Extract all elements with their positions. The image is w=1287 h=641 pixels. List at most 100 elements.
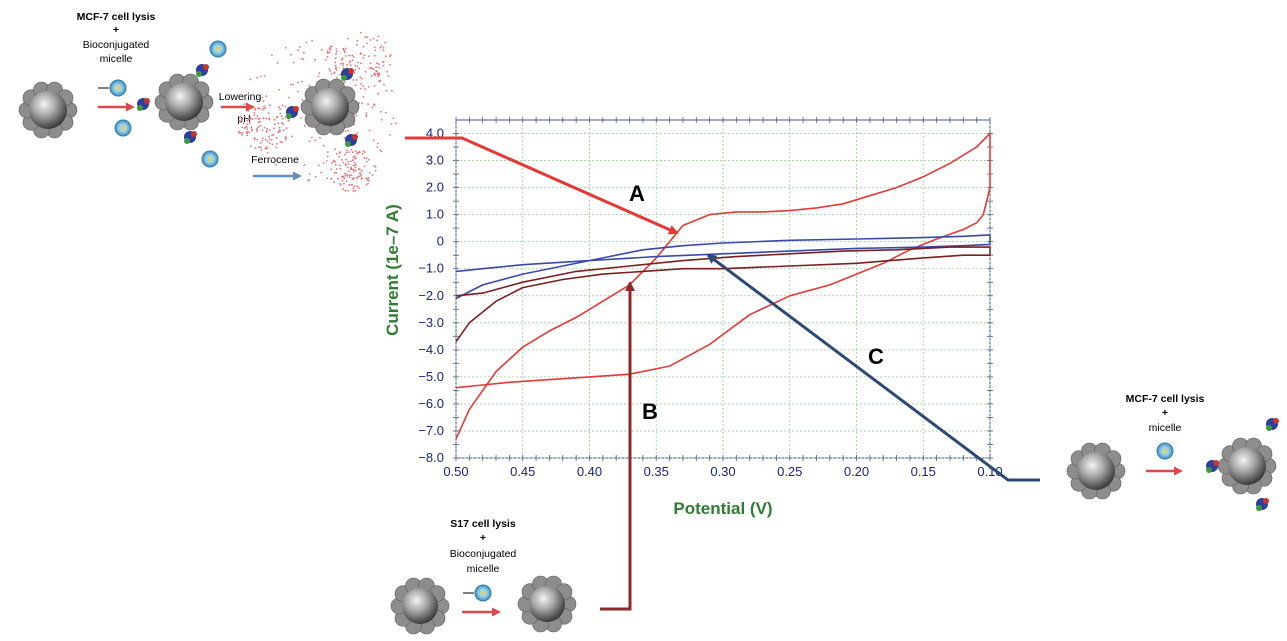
ferrocene-dot (250, 107, 253, 110)
ferrocene-dot (249, 78, 252, 81)
ferrocene-dot (355, 114, 358, 117)
ferrocene-dot (335, 77, 338, 79)
micelle-icon (114, 119, 132, 137)
ferrocene-dot (364, 70, 367, 73)
ferrocene-dot (254, 107, 257, 110)
ferrocene-dot (382, 46, 385, 49)
ferrocene-dot (333, 171, 336, 174)
ferrocene-dot (383, 83, 385, 86)
ferrocene-dot (271, 134, 273, 137)
micelle-icon (1156, 442, 1174, 460)
ferrocene-dot (264, 107, 267, 109)
x-tick-label: 0.20 (844, 464, 869, 479)
ferrocene-dot (384, 55, 387, 58)
ferrocene-dot (262, 100, 265, 102)
y-tick-label: −1.0 (418, 261, 444, 276)
ferrocene-dot (268, 135, 270, 138)
ferrocene-dot (365, 157, 368, 160)
x-tick-label: 0.10 (977, 464, 1002, 479)
ferrocene-dot (350, 149, 353, 151)
ferrocene-dot (257, 121, 260, 124)
ferrocene-dot (335, 168, 338, 171)
ferrocene-dot (303, 124, 306, 127)
ferrocene-dot (352, 190, 355, 192)
ferrocene-dot (384, 41, 386, 44)
ferrocene-dot (373, 104, 376, 107)
right-plus: + (1162, 407, 1168, 419)
ferrocene-dot (347, 129, 349, 132)
ferrocene-dot (348, 184, 351, 186)
ferrocene-dot (360, 62, 362, 65)
ferrocene-dot (353, 155, 356, 158)
bottom-plus: + (480, 532, 486, 544)
ferrocene-dot (360, 83, 362, 85)
ferrocene-dot (314, 58, 317, 61)
ferrocene-dot (366, 42, 368, 45)
ferrocene-dot (344, 163, 347, 165)
ferrocene-dot (361, 153, 364, 155)
ferrocene-dot (278, 106, 280, 109)
ferrocene-dot (250, 128, 253, 131)
ferrocene-dot (342, 64, 345, 67)
protein-icon (345, 134, 358, 147)
series-group (455, 132, 991, 440)
ferrocene-dot (268, 104, 271, 107)
ferrocene-dot (259, 124, 262, 127)
ferrocene-dot (374, 169, 377, 172)
ferrocene-dot (352, 156, 355, 159)
micelle-icon (201, 150, 219, 168)
schematic-bottom: S17 cell lysis + Bioconjugated micelle (390, 518, 577, 635)
y-tick-label: −4.0 (418, 342, 444, 357)
ferrocene-dot (292, 83, 295, 86)
ferrocene-dot (354, 64, 357, 67)
ferrocene-dot (378, 66, 380, 69)
ferrocene-dot (244, 126, 247, 129)
ferrocene-dot (253, 114, 256, 116)
bottom-reagent-line1: Bioconjugated (450, 548, 517, 560)
ferrocene-dot (333, 72, 336, 74)
ferrocene-dot (282, 117, 284, 120)
ferrocene-dot (329, 69, 331, 72)
ferrocene-dot (308, 140, 311, 143)
ferrocene-dot (258, 107, 261, 110)
ferrocene-dot (335, 171, 338, 174)
ferrocene-dot (345, 173, 348, 176)
ferrocene-dot (364, 36, 367, 38)
ferrocene-dot (362, 56, 365, 59)
ferrocene-dot (342, 62, 344, 65)
ferrocene-dot (374, 166, 377, 168)
ferrocene-dot (250, 145, 252, 148)
ferrocene-dot (358, 67, 361, 70)
ferrocene-dot (363, 157, 366, 159)
ferrocene-dot (250, 126, 253, 128)
ferrocene-dot (334, 148, 337, 151)
ferrocene-dot (328, 47, 331, 50)
ferrocene-dot (270, 139, 273, 141)
ferrocene-dot (353, 158, 356, 160)
ferrocene-dot (318, 164, 320, 167)
ferrocene-dot (341, 175, 343, 178)
ferrocene-dot (246, 123, 249, 126)
ferrocene-dot (241, 126, 244, 129)
ferrocene-dot (275, 163, 277, 166)
ferrocene-dot (247, 118, 250, 120)
ferrocene-dot (253, 112, 256, 114)
ferrocene-dot (338, 155, 341, 158)
ferrocene-dot (278, 88, 280, 91)
ferrocene-dot (368, 172, 371, 174)
ferrocene-dot (379, 110, 382, 113)
ferrocene-dot (365, 177, 367, 180)
ferrocene-dot (386, 70, 389, 73)
ferrocene-dot (344, 174, 347, 177)
protein-icon (286, 106, 299, 119)
ferrocene-dot (382, 65, 385, 67)
y-tick-label: −3.0 (418, 315, 444, 330)
ferrocene-dot (371, 106, 374, 109)
nanoparticle-icon (517, 575, 577, 633)
ferrocene-dot (279, 140, 282, 143)
ferrocene-dot (339, 183, 341, 185)
ferrocene-dot (253, 138, 256, 141)
ferrocene-dot (368, 67, 371, 70)
ferrocene-dot (352, 164, 355, 167)
